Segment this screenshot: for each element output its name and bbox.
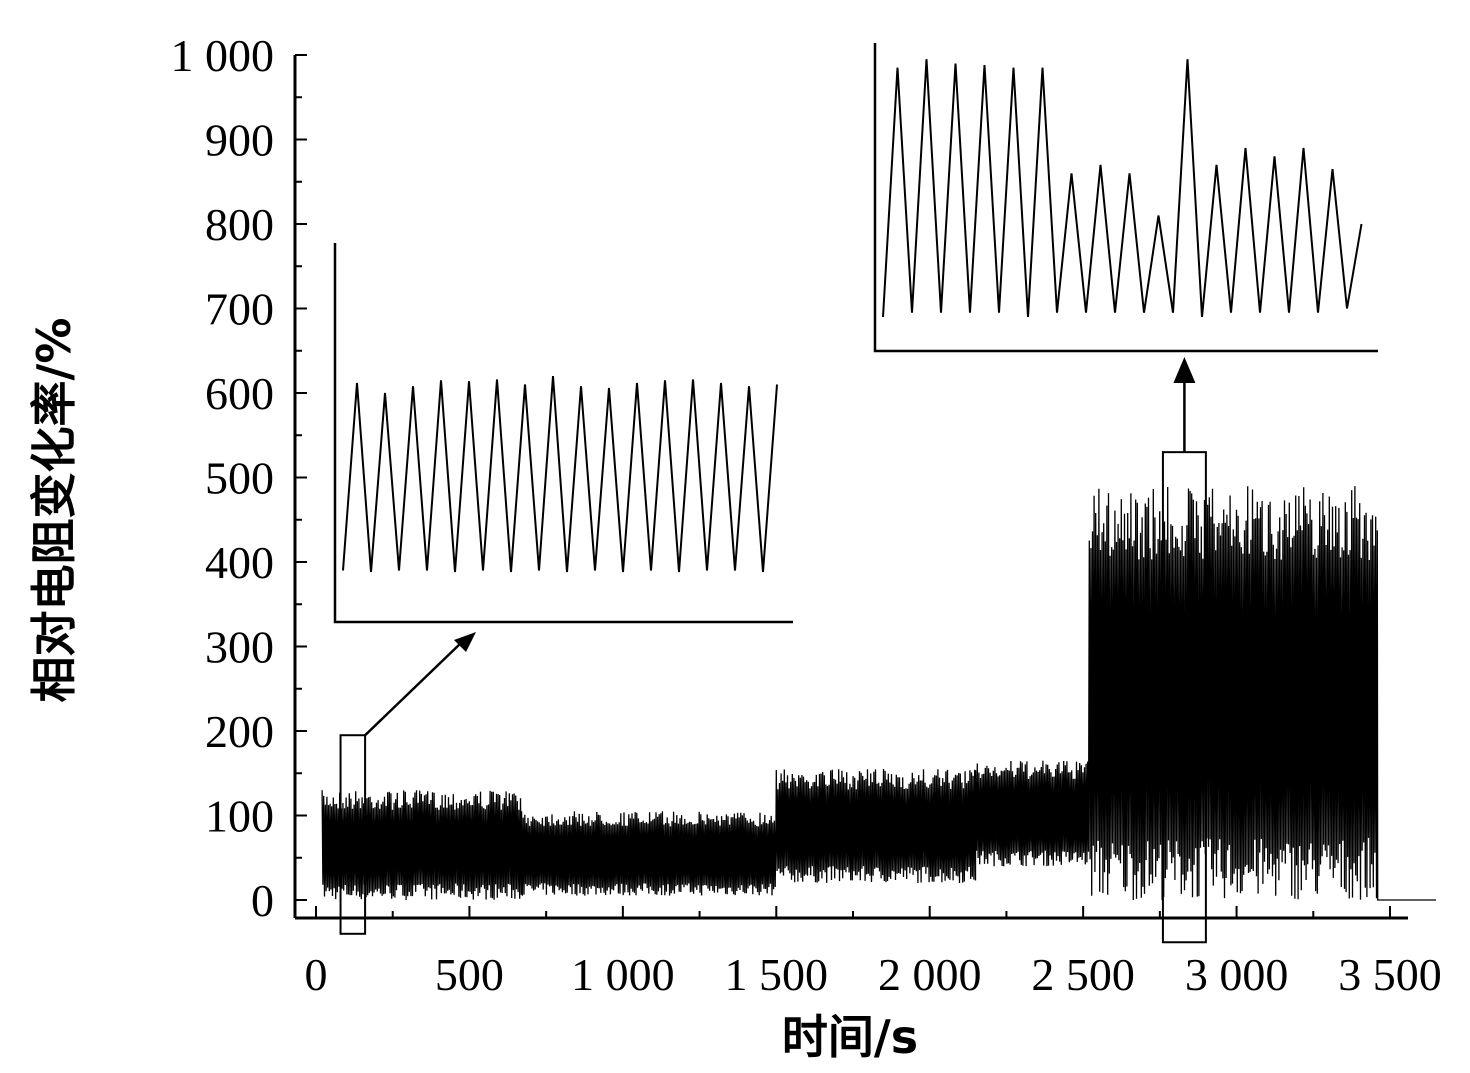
- x-tick-label: 3 000: [1185, 949, 1289, 1000]
- arrow-early-line: [364, 641, 463, 737]
- callout-arrows: [364, 357, 1196, 737]
- inset-plot-early: [333, 243, 793, 624]
- y-tick-label: 200: [205, 706, 274, 757]
- x-tick-label: 1 500: [725, 949, 829, 1000]
- y-tick-label: 900: [205, 115, 274, 166]
- y-ticks: 0 100 200 300 400 500 600 700 800 900 1 000: [171, 30, 307, 926]
- x-tick-label: 1 000: [571, 949, 675, 1000]
- inset-signal: [882, 59, 1363, 318]
- y-tick-label: 400: [205, 537, 274, 588]
- axes: 0 500 1 000 1 500 2 000 2 500 3 000 3 500 0 100 2…: [27, 30, 1442, 1064]
- y-tick-label: 1 000: [171, 30, 275, 81]
- x-ticks: 0 500 1 000 1 500 2 000 2 500 3 000 3 500: [305, 906, 1442, 1000]
- resistance-signal-line: [321, 486, 1436, 901]
- inset-plot-late: [873, 43, 1378, 353]
- x-axis-label: 时间/s: [782, 1010, 918, 1064]
- y-tick-label: 700: [205, 284, 274, 335]
- zoom-box: [339, 734, 367, 935]
- y-tick-label: 300: [205, 622, 274, 673]
- x-tick-label: 500: [435, 949, 504, 1000]
- arrow-late-head: [1173, 357, 1196, 383]
- x-tick-label: 3 500: [1338, 949, 1442, 1000]
- arrow-early-head: [454, 632, 476, 652]
- y-tick-label: 600: [205, 368, 274, 419]
- inset-axes: [333, 243, 793, 624]
- y-tick-label: 0: [251, 875, 274, 926]
- x-tick-label: 2 500: [1031, 949, 1135, 1000]
- inset-signal: [342, 376, 778, 573]
- x-tick-label: 0: [305, 949, 328, 1000]
- x-tick-label: 2 000: [878, 949, 982, 1000]
- plot-area: [321, 43, 1436, 944]
- y-tick-label: 500: [205, 453, 274, 504]
- y-axis-label: 相对电阻变化率/%: [27, 318, 81, 703]
- inset-axes: [873, 43, 1378, 353]
- y-tick-label: 100: [205, 791, 274, 842]
- y-tick-label: 800: [205, 199, 274, 250]
